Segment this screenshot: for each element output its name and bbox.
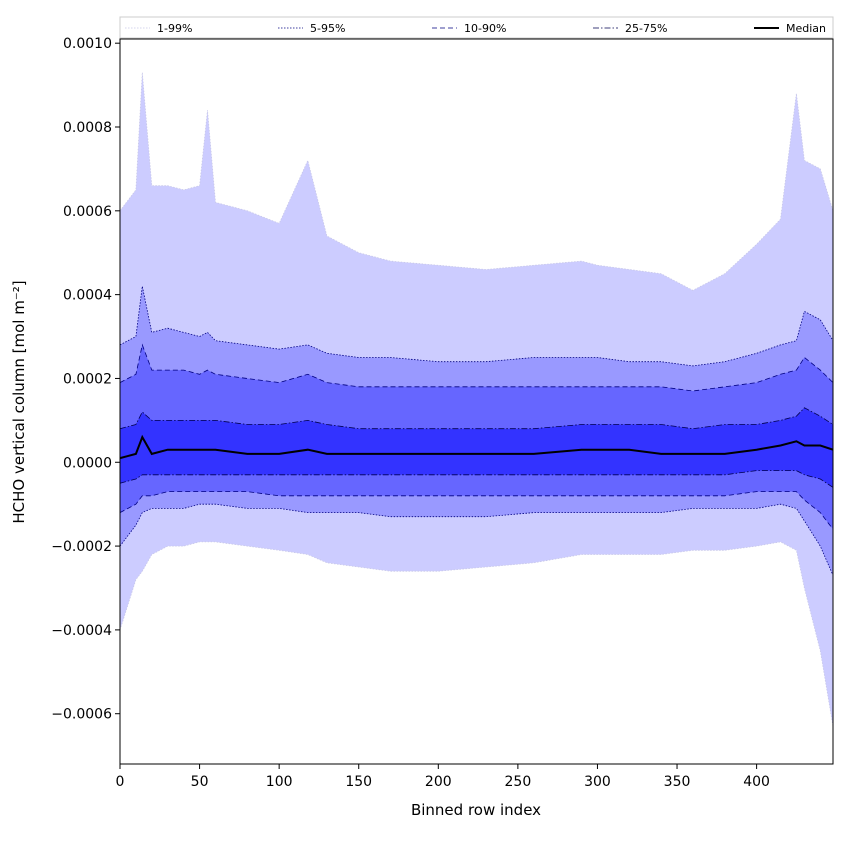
x-tick-label: 400 bbox=[743, 774, 770, 790]
y-tick-label: 0.0010 bbox=[63, 36, 112, 52]
x-axis-title: Binned row index bbox=[411, 801, 541, 819]
band-fill-3 bbox=[120, 407, 833, 488]
x-tick-label: 300 bbox=[584, 774, 611, 790]
plot-frame bbox=[119, 38, 834, 765]
legend-label-2: 10-90% bbox=[464, 22, 506, 35]
band-lower-line-1 bbox=[119, 503, 834, 576]
y-tick-label: −0.0002 bbox=[51, 539, 112, 555]
x-tick-label: 0 bbox=[116, 774, 125, 790]
y-tick-label: −0.0006 bbox=[51, 707, 112, 723]
x-tick-label: 50 bbox=[191, 774, 209, 790]
legend-box bbox=[119, 16, 834, 39]
x-tick-label: 200 bbox=[425, 774, 452, 790]
y-tick-label: 0.0004 bbox=[63, 288, 112, 304]
y-axis-title: HCHO vertical column [mol m⁻²] bbox=[10, 280, 28, 523]
x-tick-label: 150 bbox=[345, 774, 372, 790]
median-series bbox=[119, 434, 834, 460]
band-upper-line-3 bbox=[119, 407, 834, 430]
band-upper-line-2 bbox=[119, 343, 834, 392]
x-tick-label: 250 bbox=[505, 774, 532, 790]
band-lower-line-2 bbox=[119, 491, 834, 530]
legend-label-3: 25-75% bbox=[625, 22, 667, 35]
median-line bbox=[119, 434, 834, 460]
y-axis: −0.0006 −0.0004 −0.0002 0.0000 0.0002 0.0004 0… bbox=[51, 36, 120, 723]
y-tick-label: 0.0006 bbox=[63, 204, 112, 220]
y-tick-label: 0.0008 bbox=[63, 120, 112, 136]
x-axis: 0 50 100 150 200 250 300 350 400 bbox=[116, 764, 770, 790]
x-tick-label: 350 bbox=[664, 774, 691, 790]
band-upper-line-1 bbox=[119, 286, 834, 367]
percentile-bands bbox=[119, 72, 834, 727]
y-tick-label: −0.0004 bbox=[51, 623, 112, 639]
legend-label-4: Median bbox=[786, 22, 826, 35]
y-tick-label: 0.0002 bbox=[63, 371, 112, 387]
legend: 1-99% 5-95% 10-90% 25-75% Median bbox=[119, 16, 834, 39]
y-tick-label: 0.0000 bbox=[63, 455, 112, 471]
x-tick-label: 100 bbox=[266, 774, 293, 790]
legend-label-1: 5-95% bbox=[310, 22, 345, 35]
legend-label-0: 1-99% bbox=[157, 22, 192, 35]
band-lower-line-3 bbox=[119, 470, 834, 488]
